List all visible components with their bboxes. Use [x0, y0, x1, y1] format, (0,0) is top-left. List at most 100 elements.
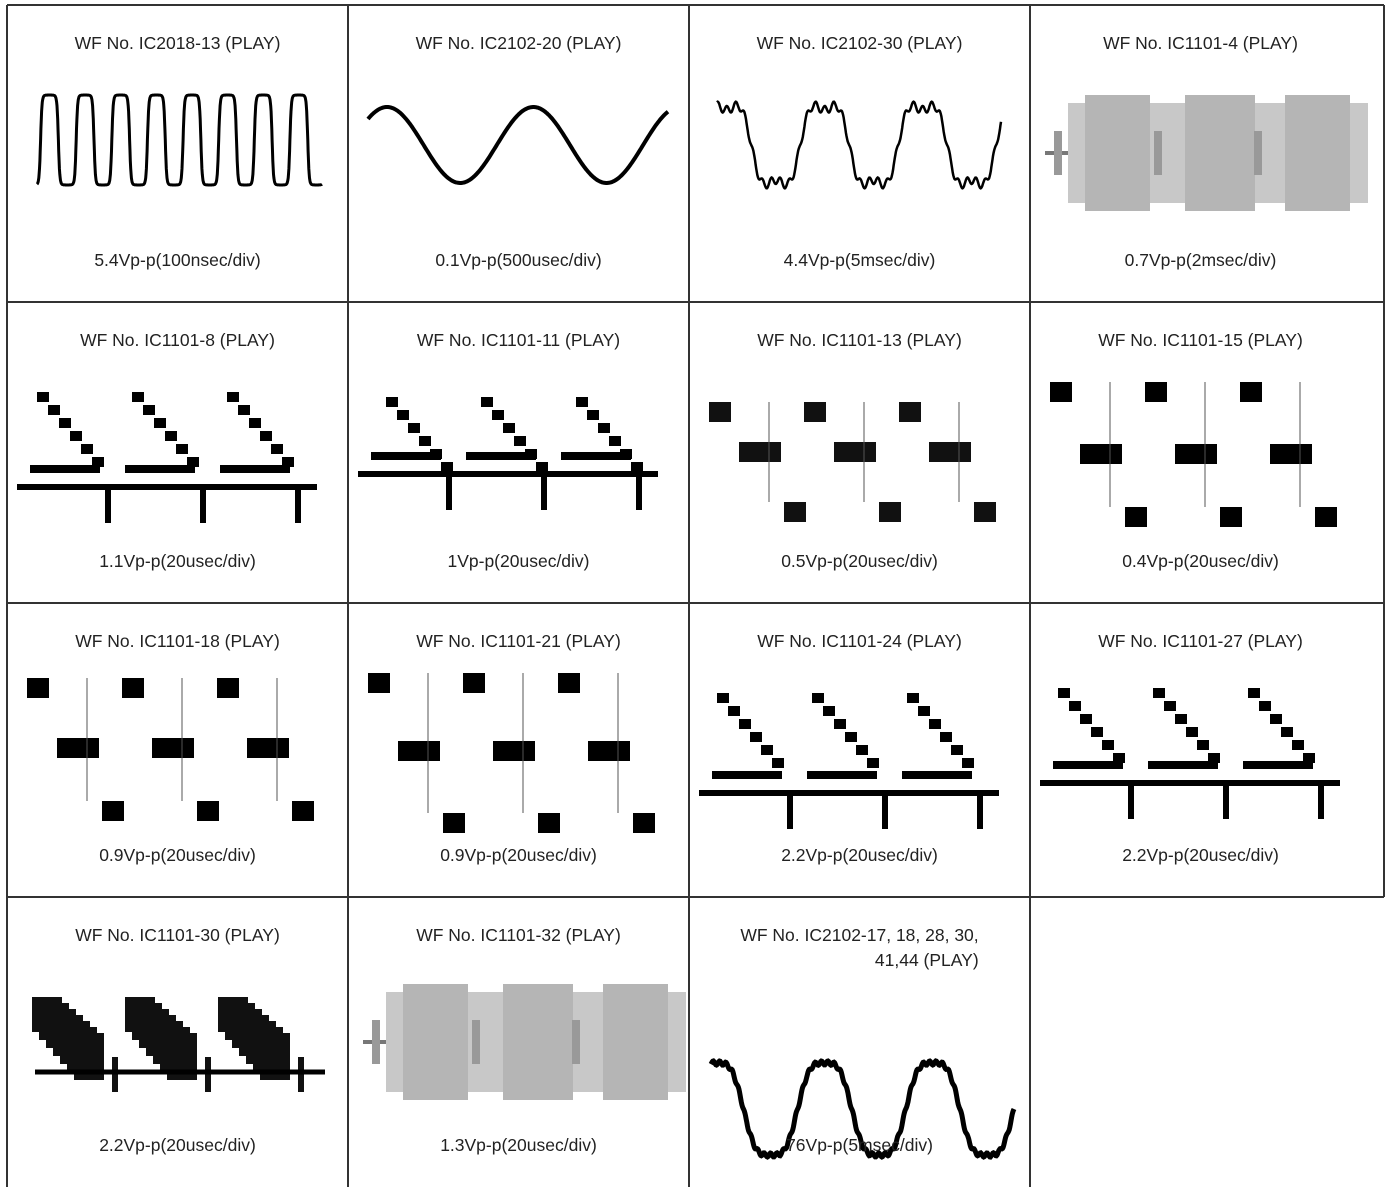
- table-cell: WF No. IC2102-30 (PLAY) 4.4Vp-p(5msec/div…: [689, 5, 1030, 302]
- waveform-block: [197, 801, 219, 821]
- waveform-block: [929, 442, 951, 462]
- cell-caption: 0.7Vp-p(2msec/div): [1124, 250, 1277, 270]
- cell-caption: 5.4Vp-p(100nsec/div): [94, 250, 261, 270]
- waveform-block: [187, 457, 199, 467]
- waveform-image: [366, 105, 670, 185]
- title-line: WF No. IC1101-30 (PLAY): [75, 925, 280, 945]
- waveform-block: [132, 392, 144, 402]
- cell-caption: 0.9Vp-p(20usec/div): [440, 845, 597, 865]
- table-cell: WF No. IC1101-32 (PLAY) 1.3Vp-p(20usec/di…: [348, 897, 689, 1187]
- waveform-block: [1248, 688, 1260, 698]
- cell-caption: 0.9Vp-p(20usec/div): [99, 845, 256, 865]
- waveform-block: [845, 732, 857, 742]
- waveform-block: [761, 745, 773, 755]
- cell-title: WF No. IC1101-27 (PLAY): [1030, 629, 1371, 654]
- cell-title: WF No. IC2102-20 (PLAY): [348, 31, 689, 56]
- waveform-block: [77, 738, 99, 758]
- waveform-block: [397, 410, 409, 420]
- waveform-block: [1080, 444, 1102, 464]
- cell-title: WF No. IC1101-13 (PLAY): [689, 328, 1030, 353]
- waveform-block: [902, 771, 972, 779]
- waveform-image: [1045, 95, 1368, 211]
- waveform-block: [267, 738, 289, 758]
- waveform-block: [787, 793, 793, 829]
- waveform-block: [1100, 444, 1122, 464]
- waveform-block: [81, 444, 93, 454]
- waveform-block: [403, 984, 468, 1100]
- table-cell: WF No. IC1101-30 (PLAY) 2.2Vp-p(20usec/di…: [7, 897, 348, 1187]
- waveform-block: [1128, 783, 1134, 819]
- cell-title: WF No. IC1101-15 (PLAY): [1030, 328, 1371, 353]
- waveform-image: [709, 402, 996, 522]
- cell-caption: 2.2Vp-p(20usec/div): [1122, 845, 1279, 865]
- table-cell: WF No. IC1101-13 (PLAY) 0.5Vp-p(20usec/di…: [689, 302, 1030, 603]
- waveform-block: [1254, 131, 1262, 175]
- waveform-block: [603, 984, 668, 1100]
- waveform-block: [1125, 507, 1147, 527]
- waveform-block: [122, 678, 144, 698]
- waveform-block: [899, 402, 921, 422]
- waveform-image: [27, 678, 314, 821]
- cell-caption: 1.1Vp-p(20usec/div): [99, 551, 256, 571]
- waveform-block: [1243, 761, 1313, 769]
- table-cell: WF No. IC1101-24 (PLAY) 2.2Vp-p(20usec/di…: [689, 603, 1030, 897]
- title-line: WF No. IC1101-13 (PLAY): [757, 330, 962, 350]
- waveform-block: [1153, 688, 1165, 698]
- waveform-block: [105, 487, 111, 523]
- waveform-image: [17, 392, 317, 523]
- waveform-image: [358, 397, 658, 510]
- waveform-block: [386, 397, 398, 407]
- waveform-block: [1240, 382, 1262, 402]
- waveform-block: [37, 392, 49, 402]
- cell-title-block: WF No. IC2102-17, 18, 28, 30, 41,44 (PLAY…: [740, 923, 978, 973]
- title-line: WF No. IC1101-32 (PLAY): [416, 925, 621, 945]
- cell-title-block: WF No. IC1101-15 (PLAY): [1098, 328, 1303, 353]
- waveform-block: [1069, 701, 1081, 711]
- title-line: WF No. IC1101-11 (PLAY): [416, 330, 621, 350]
- waveform-block: [154, 418, 166, 428]
- waveform-block: [587, 410, 599, 420]
- waveform-block: [57, 738, 79, 758]
- waveform-block: [1058, 688, 1070, 698]
- waveform-block: [463, 673, 485, 693]
- table-cell: WF No. IC1101-4 (PLAY) 0.7Vp-p(2msec/div): [1030, 5, 1371, 302]
- table-cell: WF No. IC2102-17, 18, 28, 30, 41,44 (PLAY…: [689, 897, 1030, 1187]
- waveform-block: [1197, 740, 1209, 750]
- waveform-image: [35, 93, 323, 187]
- waveform-block: [466, 452, 536, 460]
- table-cell: WF No. IC1101-11 (PLAY) 1Vp-p(20usec/div): [348, 302, 689, 603]
- waveform-block: [295, 487, 301, 523]
- waveform-block: [493, 741, 515, 761]
- waveform-block: [561, 452, 631, 460]
- title-line: WF No. IC1101-18 (PLAY): [75, 631, 280, 651]
- waveform-block: [152, 738, 174, 758]
- waveform-block: [834, 719, 846, 729]
- waveform-block: [804, 402, 826, 422]
- title-line: WF No. IC2102-17, 18, 28, 30,: [740, 925, 979, 945]
- waveform-block: [812, 693, 824, 703]
- waveform-block: [249, 418, 261, 428]
- table-cell: WF No. IC2018-13 (PLAY) 5.4Vp-p(100nsec/d…: [7, 5, 348, 302]
- waveform-block: [514, 436, 526, 446]
- cell-title-block: WF No. IC1101-24 (PLAY): [757, 629, 962, 654]
- waveform-block: [247, 738, 269, 758]
- waveform-block: [1102, 740, 1114, 750]
- waveform-block: [856, 745, 868, 755]
- waveform-block: [1085, 95, 1150, 211]
- waveform-block: [823, 706, 835, 716]
- waveform-image: [363, 984, 686, 1100]
- title-line: WF No. IC1101-8 (PLAY): [80, 330, 275, 350]
- waveform-block: [1186, 727, 1198, 737]
- waveform-block: [717, 693, 729, 703]
- waveform-block: [974, 502, 996, 522]
- waveform-block: [1259, 701, 1271, 711]
- waveform-block: [282, 457, 294, 467]
- waveform-block: [834, 442, 856, 462]
- cell-title-block: WF No. IC1101-18 (PLAY): [75, 629, 280, 654]
- waveform-block: [1303, 753, 1315, 763]
- waveform-block: [227, 392, 239, 402]
- waveform-image: [699, 693, 999, 829]
- waveform-block: [598, 423, 610, 433]
- waveform-block: [772, 758, 784, 768]
- waveform-image: [708, 1058, 1017, 1160]
